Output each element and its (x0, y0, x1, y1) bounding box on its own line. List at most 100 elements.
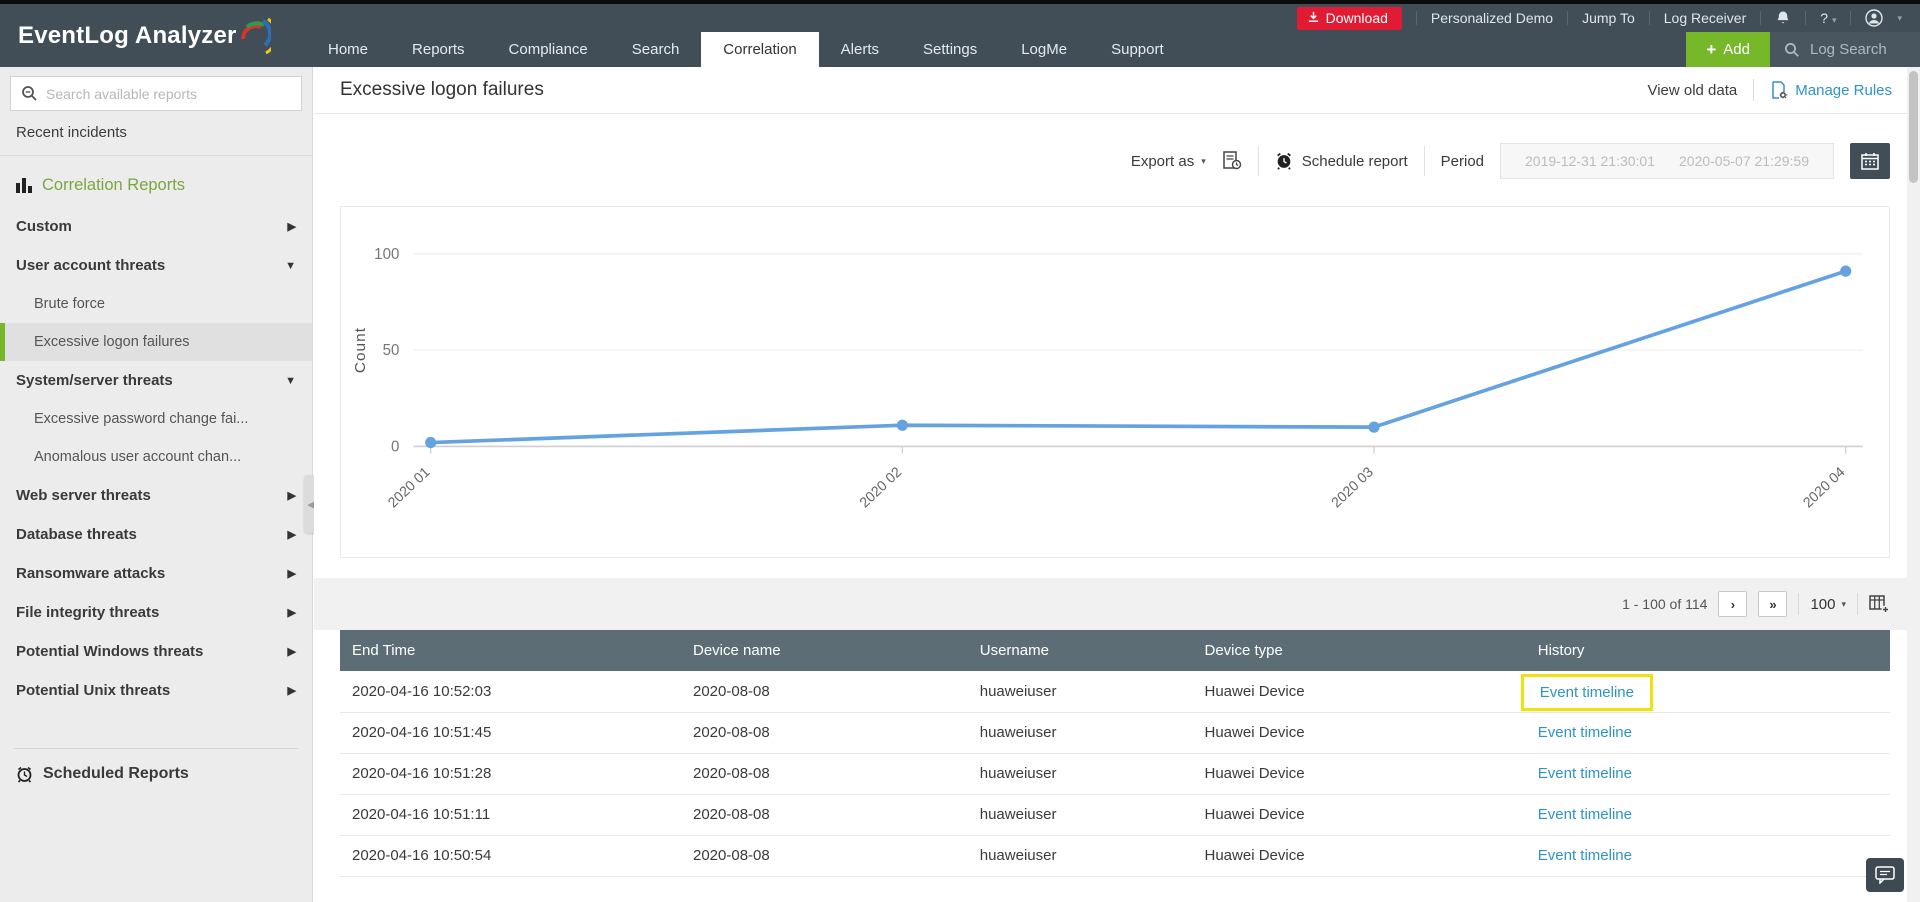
pagination-bar: 1 - 100 of 114 › » 100 ▾ (314, 578, 1920, 630)
notifications-bell-icon[interactable] (1775, 10, 1791, 26)
cell-end-time: 2020-04-16 10:51:45 (340, 712, 681, 754)
divider (1753, 79, 1755, 101)
main-nav: Home Reports Compliance Search Correlati… (300, 32, 1920, 67)
search-icon (22, 86, 37, 101)
chevron-right-icon: ▶ (287, 490, 296, 502)
personalized-demo-link[interactable]: Personalized Demo (1430, 10, 1554, 26)
tab-home[interactable]: Home (328, 41, 369, 58)
scrollbar-thumb[interactable] (1909, 71, 1918, 183)
add-column-icon[interactable] (1869, 594, 1890, 614)
event-timeline-link[interactable]: Event timeline (1537, 765, 1632, 782)
page-size-dropdown[interactable]: 100 ▾ (1810, 595, 1846, 613)
chevron-down-icon: ▾ (1897, 12, 1902, 23)
tab-settings[interactable]: Settings (923, 41, 978, 58)
cell-device-name: 2020-08-08 (681, 671, 968, 713)
chevron-down-icon: ▼ (285, 374, 296, 387)
event-timeline-link[interactable]: Event timeline (1537, 806, 1632, 823)
sidebar-item-scheduled-reports[interactable]: Scheduled Reports (0, 749, 312, 799)
period-end-value: 2020-05-07 21:29:59 (1679, 153, 1809, 169)
chevron-right-icon: ▶ (287, 529, 296, 541)
jump-to-link[interactable]: Jump To (1582, 10, 1635, 26)
manage-rules-icon (1772, 81, 1788, 99)
export-as-dropdown[interactable]: Export as ▾ (1130, 152, 1206, 170)
tab-support[interactable]: Support (1111, 41, 1164, 58)
page-title: Excessive logon failures (340, 79, 544, 100)
chevron-left-icon: ◀ (307, 498, 316, 511)
sidebar-item-web-server-threats[interactable]: Web server threats ▶ (16, 487, 296, 504)
download-button[interactable]: Download (1296, 6, 1402, 30)
chevron-right-icon: ▶ (287, 685, 296, 697)
tab-compliance[interactable]: Compliance (508, 41, 588, 58)
schedule-report-button[interactable]: Schedule report (1275, 152, 1408, 170)
cell-device-type: Huawei Device (1192, 753, 1526, 795)
cell-username: huaweiuser (967, 671, 1193, 713)
tab-logme[interactable]: LogMe (1021, 41, 1068, 58)
sidebar-item-excessive-password-change[interactable]: Excessive password change fai... (34, 411, 249, 427)
sidebar-item-system-server-threats[interactable]: System/server threats ▼ (16, 372, 296, 389)
column-header-end-time: End Time (340, 630, 681, 671)
calendar-icon (1861, 153, 1879, 170)
chevron-right-icon: ▶ (287, 607, 296, 619)
period-range-input[interactable]: 2019-12-31 21:30:01 2020-05-07 21:29:59 (1500, 143, 1834, 179)
cell-device-name: 2020-08-08 (681, 712, 968, 754)
period-start-value: 2019-12-31 21:30:01 (1525, 153, 1655, 169)
cell-device-name: 2020-08-08 (681, 753, 968, 795)
line-chart: 100 50 0 Count 2020 01 2020 02 2020 03 2020 04 (352, 246, 1863, 511)
sidebar-item-brute-force[interactable]: Brute force (34, 296, 105, 312)
sidebar-item-recent-incidents[interactable]: Recent incidents (0, 111, 312, 156)
next-page-button[interactable]: › (1718, 591, 1748, 617)
sidebar-item-potential-unix-threats[interactable]: Potential Unix threats ▶ (16, 682, 296, 699)
svg-text:Count: Count (352, 327, 369, 373)
calendar-button[interactable] (1850, 143, 1890, 179)
correlation-reports-header[interactable]: Correlation Reports (0, 156, 312, 207)
manage-rules-link[interactable]: Manage Rules (1770, 81, 1892, 99)
tab-search[interactable]: Search (631, 41, 680, 58)
sidebar-item-potential-windows-threats[interactable]: Potential Windows threats ▶ (16, 643, 296, 660)
log-receiver-link[interactable]: Log Receiver (1663, 10, 1747, 26)
report-search-input[interactable] (46, 85, 291, 102)
bar-chart-icon (16, 178, 32, 193)
divider (1805, 11, 1807, 25)
app-logo-text: EventLog Analyzer (18, 21, 237, 49)
vertical-scrollbar (1907, 67, 1920, 902)
column-header-device-name: Device name (681, 630, 968, 671)
chevron-right-icon: ▶ (287, 646, 296, 658)
divider (1857, 593, 1858, 615)
svg-text:2020 03: 2020 03 (1329, 464, 1377, 511)
log-search-button[interactable]: Log Search (1770, 32, 1920, 67)
tab-reports[interactable]: Reports (412, 41, 465, 58)
divider (1423, 146, 1425, 176)
table-row: 2020-04-16 10:52:03 2020-08-08 huaweiuse… (340, 671, 1890, 713)
sidebar-item-file-integrity-threats[interactable]: File integrity threats ▶ (16, 604, 296, 621)
view-old-data-link[interactable]: View old data (1647, 81, 1738, 99)
report-search-box (10, 76, 302, 111)
last-page-button[interactable]: » (1758, 591, 1788, 617)
sidebar-item-database-threats[interactable]: Database threats ▶ (16, 526, 296, 543)
user-menu[interactable] (1865, 9, 1884, 27)
column-header-history: History (1525, 630, 1890, 671)
add-button[interactable]: + Add (1686, 32, 1770, 67)
sidebar-item-custom[interactable]: Custom ▶ (16, 218, 296, 235)
event-timeline-link[interactable]: Event timeline (1539, 683, 1634, 701)
tab-alerts[interactable]: Alerts (840, 41, 880, 58)
sidebar-item-ransomware-attacks[interactable]: Ransomware attacks ▶ (16, 565, 296, 582)
utility-bar: Download Personalized Demo Jump To Log R… (300, 4, 1920, 32)
event-timeline-link[interactable]: Event timeline (1537, 724, 1632, 741)
divider (1415, 11, 1417, 25)
chevron-down-icon: ▼ (285, 259, 296, 272)
sidebar-item-anomalous-user-account[interactable]: Anomalous user account chan... (34, 449, 242, 465)
export-schedule-icon[interactable] (1222, 151, 1242, 171)
cell-device-type: Huawei Device (1192, 671, 1526, 713)
divider (1567, 11, 1569, 25)
app-logo[interactable]: EventLog Analyzer (0, 4, 300, 67)
help-menu[interactable]: ? ▾ (1820, 10, 1836, 26)
sidebar-item-user-account-threats[interactable]: User account threats ▼ (16, 257, 296, 274)
svg-text:2020 02: 2020 02 (857, 464, 905, 511)
sidebar-item-excessive-logon-failures[interactable]: Excessive logon failures (0, 323, 312, 361)
report-table: End Time Device name Username Device typ… (340, 630, 1890, 877)
tab-correlation[interactable]: Correlation (701, 32, 819, 67)
event-timeline-link[interactable]: Event timeline (1537, 847, 1632, 864)
alarm-clock-icon (1276, 152, 1291, 170)
chat-button[interactable] (1866, 858, 1904, 892)
chevron-right-icon: ▶ (287, 221, 296, 233)
